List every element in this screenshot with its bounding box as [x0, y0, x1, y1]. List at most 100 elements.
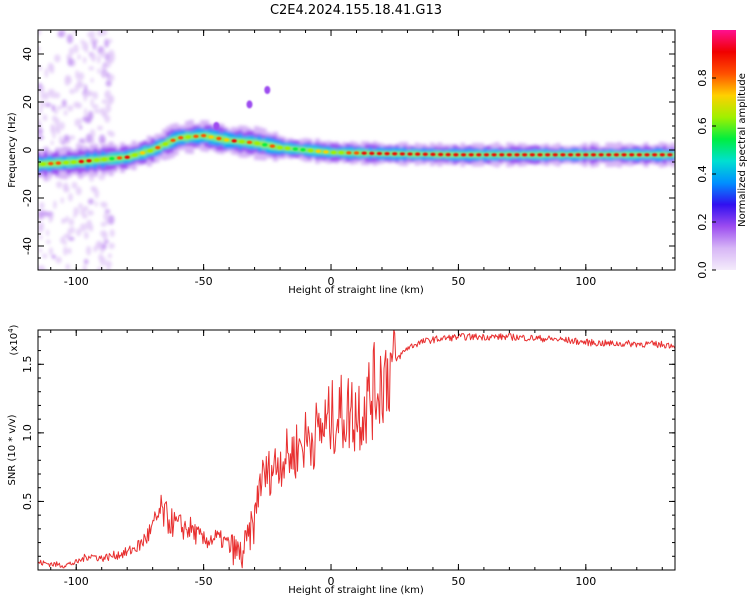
- heatmap-ridge-cell: [334, 150, 340, 155]
- x-tick-label: 0: [328, 575, 335, 588]
- heatmap-noise-blob: [75, 186, 82, 196]
- heatmap-ridge-cell: [188, 134, 194, 139]
- heatmap-noise-blob: [51, 104, 56, 112]
- heatmap-ridge-cell: [540, 152, 546, 158]
- heatmap-noise-blob: [107, 253, 112, 259]
- heatmap-ridge-cell: [135, 151, 141, 157]
- heatmap-noise-blob: [104, 114, 111, 123]
- heatmap-ridge-cell: [387, 151, 393, 156]
- heatmap-ridge-cell: [196, 134, 202, 139]
- heatmap-noise-blob: [63, 134, 70, 142]
- heatmap-noise-blob: [38, 65, 42, 71]
- heatmap-noise-blob: [90, 98, 94, 107]
- heatmap-noise-blob: [97, 54, 101, 64]
- heatmap-noise-blob: [67, 247, 72, 255]
- heatmap-noise-blob: [46, 239, 51, 245]
- heatmap-core-dot: [116, 156, 123, 160]
- heatmap-noise-blob: [53, 200, 57, 209]
- heatmap-noise-blob: [92, 104, 99, 110]
- heatmap-noise-blob: [105, 80, 112, 87]
- heatmap-ridge-cell: [150, 147, 156, 153]
- heatmap-noise-blob: [65, 215, 69, 223]
- heatmap-core-dot: [621, 153, 627, 157]
- heatmap-core-dot: [514, 153, 520, 157]
- heatmap-noise-blob: [102, 231, 108, 241]
- x-tick-label: -50: [195, 575, 213, 588]
- heatmap-noise-blob: [99, 256, 107, 266]
- heatmap-ridge-cell: [586, 152, 592, 157]
- heatmap-core-dot: [644, 153, 650, 157]
- heatmap-core-dot: [239, 140, 245, 144]
- heatmap-noise-blob: [79, 124, 83, 130]
- heatmap-noise-blob: [77, 72, 85, 81]
- heatmap-noise-blob: [55, 126, 61, 135]
- heatmap-ridge-cell: [532, 153, 538, 157]
- heatmap-ridge-core: [40, 86, 673, 166]
- heatmap-ridge-cell: [609, 153, 615, 157]
- heatmap-core-dot: [399, 152, 405, 156]
- heatmap-noise-blob: [76, 79, 81, 89]
- heatmap-core-dot: [353, 151, 360, 155]
- heatmap-noise-blob: [49, 63, 55, 74]
- heatmap-ridge-cell: [594, 152, 600, 157]
- heatmap-ridge-cell: [525, 153, 531, 157]
- heatmap-ridge-cell: [303, 148, 309, 152]
- heatmap-noise-blob: [38, 265, 46, 270]
- heatmap-ridge-cell: [341, 150, 347, 155]
- heatmap-noise-blob: [108, 38, 113, 44]
- heatmap-noise-blob: [68, 218, 75, 226]
- heatmap-ridge-cell: [127, 153, 133, 160]
- heatmap-noise-blob: [61, 99, 67, 107]
- heatmap-core-dot: [338, 151, 344, 155]
- heatmap-core-dot: [308, 148, 314, 153]
- heatmap-noise-blob: [38, 122, 43, 128]
- heatmap-ridge-cell: [104, 156, 110, 163]
- heatmap-noise-blob: [38, 46, 41, 52]
- heatmap-ridge-cell: [51, 160, 57, 167]
- heatmap-core-dot: [246, 140, 253, 144]
- heatmap-isolated-peak: [246, 100, 253, 109]
- heatmap-isolated-peak: [264, 86, 271, 94]
- heatmap-noise-blob: [79, 223, 87, 232]
- heatmap-ridge-cell: [295, 147, 301, 151]
- heatmap-noise-blob: [75, 69, 79, 80]
- heatmap-ridge-cell: [288, 146, 294, 151]
- heatmap-isolated-peak: [213, 122, 220, 130]
- x-tick-label: 100: [575, 275, 596, 288]
- heatmap-core-dot: [422, 152, 428, 156]
- heatmap-noise-blob: [61, 218, 67, 223]
- heatmap-core-dot: [139, 151, 146, 155]
- heatmap-core-dot: [132, 153, 138, 157]
- heatmap-ridge-cell: [517, 153, 523, 157]
- heatmap-ridge-cell: [311, 149, 317, 153]
- heatmap-ridge-cell: [479, 153, 485, 157]
- heatmap-noise-blob: [84, 117, 91, 124]
- colorbar-tick-label: 0.6: [696, 117, 709, 135]
- heatmap-core-dot: [545, 153, 551, 157]
- snr-ticks: -100 -50 0 50 100 0.5 1.0 1.5: [21, 330, 675, 588]
- heatmap-core-dot: [483, 153, 490, 157]
- heatmap-noise-blob: [73, 206, 80, 216]
- heatmap-ridge-cell: [66, 160, 72, 165]
- x-tick-label: 50: [451, 575, 465, 588]
- heatmap-noise-blob: [67, 105, 74, 112]
- heatmap-noise-blob: [98, 134, 106, 145]
- heatmap-ridge-cell: [173, 136, 179, 142]
- heatmap-noise-blob: [92, 40, 97, 51]
- heatmap-ridge-cell: [563, 152, 569, 157]
- heatmap-core-dot: [529, 153, 535, 157]
- heatmap-noise-blob: [99, 107, 106, 114]
- heatmap-core-dot: [346, 151, 352, 155]
- snr-exponent-label: (x104): [7, 324, 20, 355]
- heatmap-core-dot: [437, 152, 444, 157]
- heatmap-noise-blob: [56, 181, 63, 189]
- heatmap-noise-blob: [39, 201, 45, 210]
- heatmap-core-dot: [155, 146, 161, 150]
- heatmap-ridge-cell: [272, 143, 278, 150]
- heatmap-noise-blob: [102, 71, 107, 79]
- heatmap-noise-blob: [97, 68, 101, 74]
- heatmap-noise-blob: [75, 102, 83, 109]
- heatmap-core-dot: [598, 153, 604, 157]
- heatmap-ridge-cell: [624, 152, 630, 158]
- heatmap-core-dot: [193, 134, 199, 138]
